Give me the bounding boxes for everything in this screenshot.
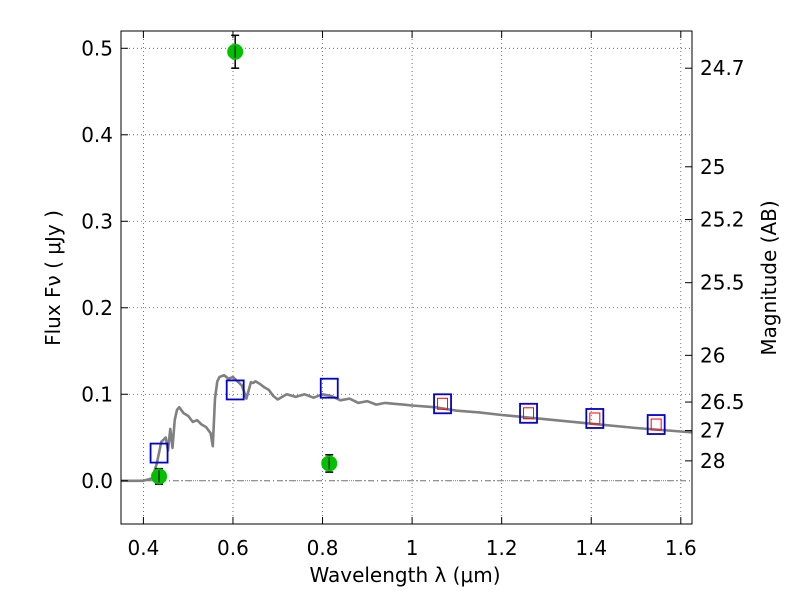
x-tick-label: 1.6 <box>665 536 697 560</box>
x-tick-label: 0.8 <box>307 536 339 560</box>
x-tick-label: 1 <box>406 536 419 560</box>
plot-frame <box>120 30 693 525</box>
model-photometry-square <box>519 402 538 424</box>
model-photometry-inner-square <box>650 418 662 431</box>
x-tick-label: 0.6 <box>217 536 249 560</box>
y-axis-title: Flux Fν ( μJy ) <box>41 210 65 346</box>
model-photometry-square <box>585 408 605 429</box>
x-axis: 0.4 0.6 0.8 1 1.2 1.4 1.6 <box>127 31 697 560</box>
model-spectrum-line <box>121 373 693 483</box>
grid-lines <box>121 31 692 524</box>
magnitude-axis-title: Magnitude (AB) <box>757 200 781 355</box>
magnitude-axis: 24.7 25 25.2 25.5 26 26.5 27 28 <box>685 56 745 473</box>
model-spectrum <box>121 373 693 483</box>
model-photometry-inner-square <box>589 412 601 425</box>
magnitude-tick-label: 25.2 <box>700 208 745 232</box>
magnitude-tick-label: 26 <box>700 343 725 367</box>
model-photometry <box>149 377 666 464</box>
magnitude-tick-label: 26.5 <box>700 390 745 414</box>
x-axis-title: Wavelength λ (μm) <box>309 563 500 587</box>
magnitude-tick-label: 25.5 <box>700 271 745 295</box>
magnitude-tick-label: 25 <box>700 155 725 179</box>
y-tick-label: 0.3 <box>81 209 113 233</box>
model-photometry-inner-square <box>523 407 535 420</box>
x-tick-label: 1.4 <box>575 536 607 560</box>
model-photometry-square <box>149 442 169 464</box>
x-tick-label: 1.2 <box>486 536 518 560</box>
model-photometry-square <box>225 379 245 401</box>
y-axis: 0.0 0.1 0.2 0.3 0.4 0.5 <box>81 36 128 493</box>
y-tick-label: 0.1 <box>81 382 113 406</box>
y-tick-label: 0.2 <box>81 296 113 320</box>
magnitude-tick-label: 24.7 <box>700 56 745 80</box>
magnitude-tick-label: 28 <box>700 449 725 473</box>
observed-photometry <box>151 34 338 485</box>
y-tick-label: 0.0 <box>81 469 113 493</box>
magnitude-tick-label: 27 <box>700 419 725 443</box>
y-tick-label: 0.4 <box>81 123 113 147</box>
y-tick-label: 0.5 <box>81 36 113 60</box>
model-photometry-square <box>646 414 666 435</box>
model-photometry-square <box>319 377 339 399</box>
model-photometry-inner-square <box>437 397 449 410</box>
model-photometry-square <box>433 393 452 415</box>
x-tick-label: 0.4 <box>127 536 159 560</box>
